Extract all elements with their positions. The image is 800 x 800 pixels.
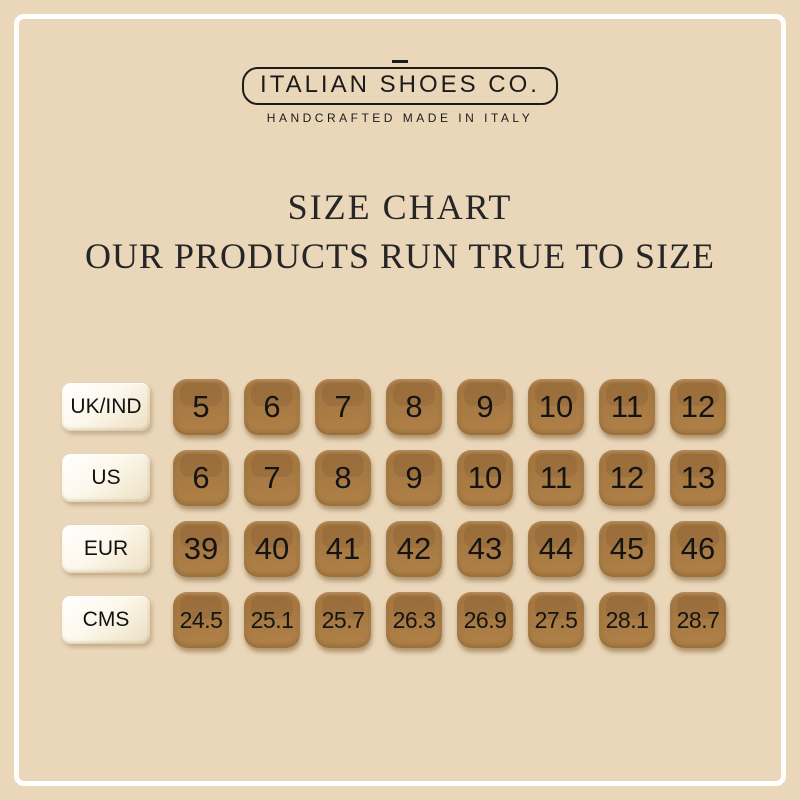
size-value: 25.1 — [250, 606, 294, 633]
size-row-uk-ind: UK/IND 5 6 7 8 9 10 11 12 — [62, 379, 741, 435]
size-value: 45 — [609, 531, 645, 566]
size-value: 44 — [538, 531, 574, 566]
size-tile: 9 — [386, 450, 442, 506]
size-tile: 46 — [670, 521, 726, 577]
brand-tagline: HANDCRAFTED MADE IN ITALY — [266, 111, 534, 125]
size-tile: 39 — [173, 521, 229, 577]
size-value: 26.3 — [392, 606, 436, 633]
size-tile: 25.1 — [244, 592, 300, 648]
size-value: 27.5 — [534, 606, 578, 633]
size-tile: 12 — [670, 379, 726, 435]
page-title: SIZE CHART — [287, 187, 513, 227]
size-value: 11 — [539, 460, 573, 495]
size-tile: 9 — [457, 379, 513, 435]
size-value: 12 — [609, 460, 645, 495]
size-row-us: US 6 7 8 9 10 11 12 13 — [62, 450, 741, 506]
logo-notch — [392, 60, 408, 63]
size-tile: 13 — [670, 450, 726, 506]
size-tile: 26.3 — [386, 592, 442, 648]
size-tile: 8 — [315, 450, 371, 506]
size-tile: 26.9 — [457, 592, 513, 648]
size-value: 10 — [538, 389, 574, 424]
brand-logo: ITALIAN SHOES CO. HANDCRAFTED MADE IN IT… — [0, 60, 800, 125]
size-tile: 25.7 — [315, 592, 371, 648]
size-tile: 7 — [315, 379, 371, 435]
size-tile: 42 — [386, 521, 442, 577]
size-tile: 28.1 — [599, 592, 655, 648]
size-tile: 6 — [173, 450, 229, 506]
size-value: 42 — [396, 531, 432, 566]
size-grid: UK/IND 5 6 7 8 9 10 11 12 US 6 7 8 9 10 … — [62, 379, 741, 663]
row-label: US — [62, 454, 150, 502]
size-tile: 7 — [244, 450, 300, 506]
size-value: 7 — [334, 389, 352, 424]
size-tile: 6 — [244, 379, 300, 435]
size-value: 5 — [192, 389, 210, 424]
size-tile: 11 — [599, 379, 655, 435]
size-tile: 28.7 — [670, 592, 726, 648]
size-tile: 10 — [457, 450, 513, 506]
size-tile: 12 — [599, 450, 655, 506]
size-value: 28.1 — [605, 606, 649, 633]
size-value: 8 — [405, 389, 423, 424]
size-value: 8 — [334, 460, 352, 495]
size-row-cms: CMS 24.5 25.1 25.7 26.3 26.9 27.5 28.1 2… — [62, 592, 741, 648]
size-value: 26.9 — [463, 606, 507, 633]
size-value: 40 — [254, 531, 290, 566]
size-value: 6 — [192, 460, 210, 495]
size-value: 9 — [476, 389, 494, 424]
page-subtitle: OUR PRODUCTS RUN TRUE TO SIZE — [84, 236, 716, 276]
size-row-eur: EUR 39 40 41 42 43 44 45 46 — [62, 521, 741, 577]
size-tile: 44 — [528, 521, 584, 577]
size-value: 6 — [263, 389, 281, 424]
brand-name: ITALIAN SHOES CO. — [242, 67, 558, 105]
size-value: 11 — [610, 389, 644, 424]
size-value: 39 — [183, 531, 219, 566]
size-tile: 45 — [599, 521, 655, 577]
size-value: 12 — [680, 389, 716, 424]
row-label: EUR — [62, 525, 150, 573]
row-label: CMS — [62, 596, 150, 644]
size-value: 46 — [680, 531, 716, 566]
size-value: 13 — [680, 460, 716, 495]
size-tile: 5 — [173, 379, 229, 435]
size-value: 41 — [325, 531, 361, 566]
size-value: 10 — [467, 460, 503, 495]
size-tile: 27.5 — [528, 592, 584, 648]
size-value: 25.7 — [321, 606, 365, 633]
size-tile: 24.5 — [173, 592, 229, 648]
size-tile: 10 — [528, 379, 584, 435]
size-tile: 43 — [457, 521, 513, 577]
size-value: 7 — [263, 460, 281, 495]
size-tile: 41 — [315, 521, 371, 577]
size-value: 43 — [467, 531, 503, 566]
size-tile: 8 — [386, 379, 442, 435]
size-tile: 11 — [528, 450, 584, 506]
size-value: 28.7 — [676, 606, 720, 633]
size-value: 24.5 — [179, 606, 223, 633]
title-block: SIZE CHART OUR PRODUCTS RUN TRUE TO SIZE — [0, 186, 800, 277]
size-value: 9 — [405, 460, 423, 495]
row-label: UK/IND — [62, 383, 150, 431]
size-tile: 40 — [244, 521, 300, 577]
